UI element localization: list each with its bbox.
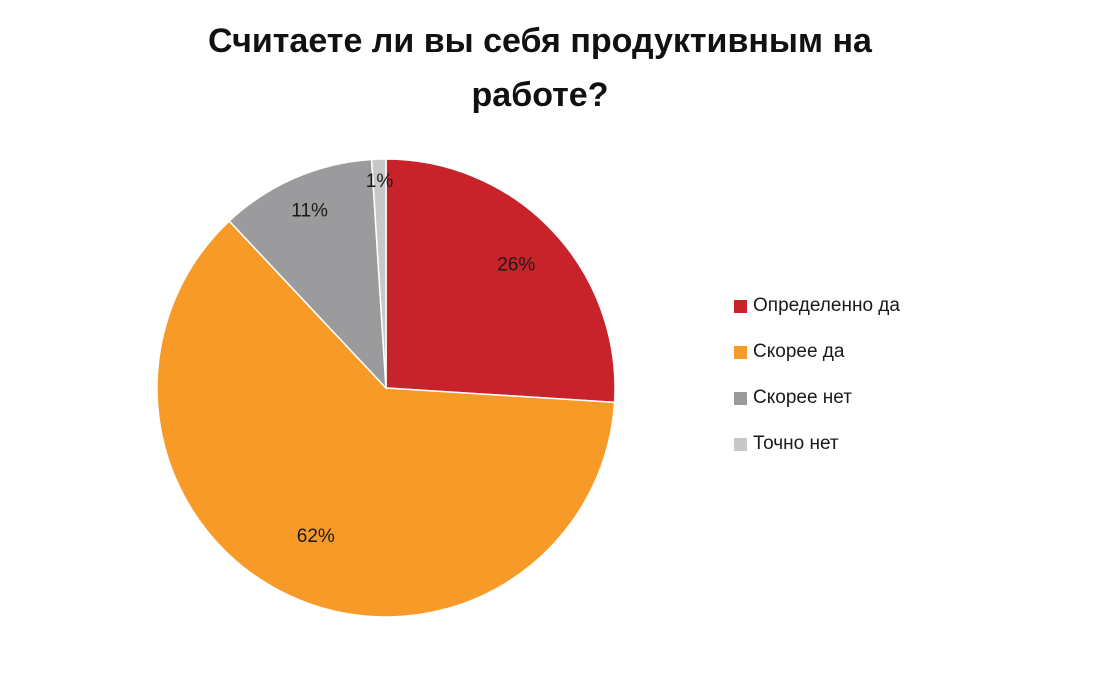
data-label-4: 1%	[366, 171, 394, 192]
legend-swatch-3	[734, 391, 747, 405]
legend-item-1: Определенно да	[734, 294, 900, 318]
pie-data-labels: 26% 62% 11% 1%	[291, 171, 535, 547]
legend-swatch-1	[734, 299, 747, 313]
data-label-1: 26%	[497, 255, 535, 276]
chart-title-line-2: работе?	[471, 76, 609, 114]
pie-slice-3	[228, 158, 387, 391]
legend-swatch-2	[734, 345, 747, 359]
legend-label-1: Определенно да	[753, 295, 900, 316]
data-label-2: 62%	[297, 526, 335, 547]
legend: Определенно да Скорее да Скорее нет Точно н…	[734, 294, 900, 478]
legend-swatch-4	[734, 437, 747, 451]
legend-label-3: Скорее нет	[753, 387, 852, 408]
pie-slice-4	[370, 158, 387, 389]
legend-label-2: Скорее да	[753, 341, 845, 362]
data-label-3: 11%	[291, 200, 328, 221]
pie-slices	[156, 158, 616, 618]
legend-item-4: Точно нет	[734, 432, 900, 456]
legend-item-3: Скорее нет	[734, 386, 900, 410]
legend-item-2: Скорее да	[734, 340, 900, 364]
legend-label-4: Точно нет	[753, 433, 839, 454]
pie-slice-2	[156, 220, 616, 618]
chart-title-line-1: Считаете ли вы себя продуктивным на	[208, 22, 872, 60]
chart-title: Считаете ли вы себя продуктивным на рабо…	[0, 14, 1080, 122]
pie-slice-1	[385, 158, 616, 404]
